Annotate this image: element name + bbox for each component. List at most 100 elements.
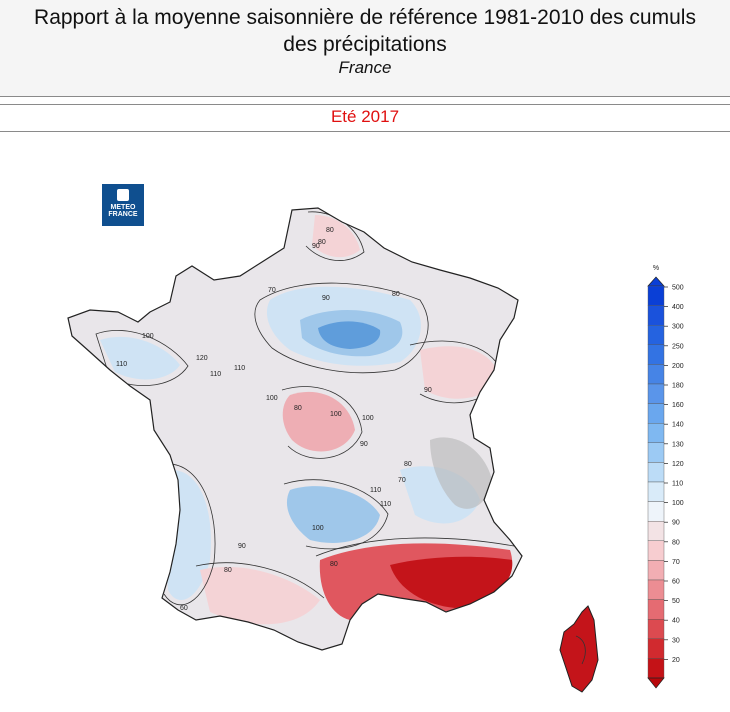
page-title: Rapport à la moyenne saisonnière de réfé…: [0, 4, 730, 58]
france-border: [67, 207, 523, 651]
contour-label: 60: [180, 605, 188, 612]
contour-label: 90: [312, 243, 320, 250]
season-label: Eté 2017: [330, 107, 400, 126]
legend-tick-label: 30: [672, 637, 680, 644]
zone-relief-alps: [430, 437, 492, 509]
legend-swatch: [647, 442, 665, 463]
contour-label: 110: [210, 371, 221, 378]
zone-red-provence: [390, 556, 513, 608]
legend-swatch: [647, 481, 665, 502]
contour-label: 110: [380, 501, 391, 508]
legend-tick-label: 200: [672, 363, 684, 370]
legend-tick-label: 180: [672, 383, 684, 390]
contour-label: 100: [266, 395, 278, 402]
title-line-2: des précipitations: [283, 33, 447, 56]
contour-label: 90: [424, 387, 432, 394]
legend-tick-label: 100: [672, 500, 684, 507]
zone-blue-massif: [286, 486, 380, 543]
legend-swatch: [647, 285, 665, 306]
contour-label: 100: [142, 333, 154, 340]
legend-swatch: [647, 423, 665, 444]
legend-swatch: [647, 579, 665, 600]
header: Rapport à la moyenne saisonnière de réfé…: [0, 0, 730, 97]
zone-blue-core: [318, 321, 381, 349]
contour-label: 90: [360, 441, 368, 448]
legend-tick-label: 500: [672, 285, 684, 292]
legend-swatch: [647, 638, 665, 659]
legend-swatch: [647, 364, 665, 385]
contour-label: 90: [238, 543, 246, 550]
contour-label: 80: [404, 461, 412, 468]
legend-tick-label: 140: [672, 422, 684, 429]
contour-label: 100: [362, 415, 374, 422]
legend-swatch: [647, 403, 665, 424]
divider-bottom: [0, 131, 730, 132]
zone-pink-southwest: [200, 566, 320, 625]
legend-tick-label: 160: [672, 402, 684, 409]
legend-tick-label: 110: [672, 481, 683, 488]
contour-labels: 80 80 90 70 90 80 100 100 110 120 110 110 100 80 90 100…: [116, 227, 432, 612]
contour-line: [95, 330, 189, 386]
region-subtitle: France: [338, 58, 392, 77]
contour-label: 110: [370, 487, 381, 494]
contour-label: 80: [330, 561, 338, 568]
legend-swatch: [647, 658, 665, 679]
zone-blue-west: [100, 336, 180, 380]
legend-top-arrow: [647, 276, 665, 287]
legend-tick-label: 250: [672, 343, 684, 350]
legend-unit: %: [653, 265, 659, 272]
legend-tick-label: 80: [672, 539, 680, 546]
legend-swatch: [647, 383, 665, 404]
contour-label: 70: [398, 477, 406, 484]
corsica-landmass: [559, 605, 599, 693]
contour-line: [163, 463, 216, 606]
legend-colorbar: % 500 400 300 250 200 180 160 140 130 120 110 100 90…: [647, 265, 684, 689]
logo-text-line2: FRANCE: [108, 211, 138, 218]
legend-tick-label: 20: [672, 657, 680, 664]
legend-swatch: [647, 325, 665, 346]
contour-label: 120: [196, 355, 208, 362]
legend-tick-label: 120: [672, 461, 684, 468]
legend-tick-label: 130: [672, 441, 684, 448]
legend-bottom-arrow: [647, 677, 665, 689]
contour-label: 90: [322, 295, 330, 302]
legend-swatch: [647, 521, 665, 542]
legend-swatch: [647, 560, 665, 581]
france-map: 80 80 90 70 90 80 100 100 110 120 110 110 100 80 90 100…: [67, 207, 599, 693]
contour-label: 80: [392, 291, 400, 298]
legend-tick-label: 50: [672, 598, 680, 605]
legend-swatch: [647, 462, 665, 483]
contour-line: [281, 386, 363, 459]
legend-swatch: [647, 599, 665, 620]
legend-swatch: [647, 619, 665, 640]
contour-label: 80: [294, 405, 302, 412]
contour-line: [254, 282, 429, 374]
legend-swatch: [647, 540, 665, 561]
contour-label: 80: [224, 567, 232, 574]
logo-text-line1: METEO: [110, 204, 136, 211]
zone-pink-center: [282, 391, 355, 452]
legend-swatch: [647, 344, 665, 365]
title-line-1: Rapport à la moyenne saisonnière de réfé…: [34, 6, 696, 29]
contour-label: 110: [234, 365, 245, 372]
legend-tick-label: 60: [672, 579, 680, 586]
corsica-contour: [575, 635, 586, 665]
contour-line: [315, 537, 515, 557]
legend-tick-label: 40: [672, 618, 680, 625]
legend-tick-label: 90: [672, 520, 680, 527]
legend-tick-label: 300: [672, 324, 684, 331]
contour-label: 70: [268, 287, 276, 294]
contour-label: 100: [330, 411, 342, 418]
legend-tick-label: 400: [672, 304, 684, 311]
legend-swatch: [647, 501, 665, 522]
zone-pink-northeast: [312, 215, 360, 258]
meteo-france-logo: METEO FRANCE: [102, 184, 144, 226]
divider-top: [0, 104, 730, 105]
contour-line: [195, 562, 325, 599]
contour-label: 100: [312, 525, 324, 532]
contour-label: 110: [116, 361, 127, 368]
zone-pink-east: [420, 346, 500, 399]
contour-label: 80: [326, 227, 334, 234]
legend-swatch: [647, 305, 665, 326]
